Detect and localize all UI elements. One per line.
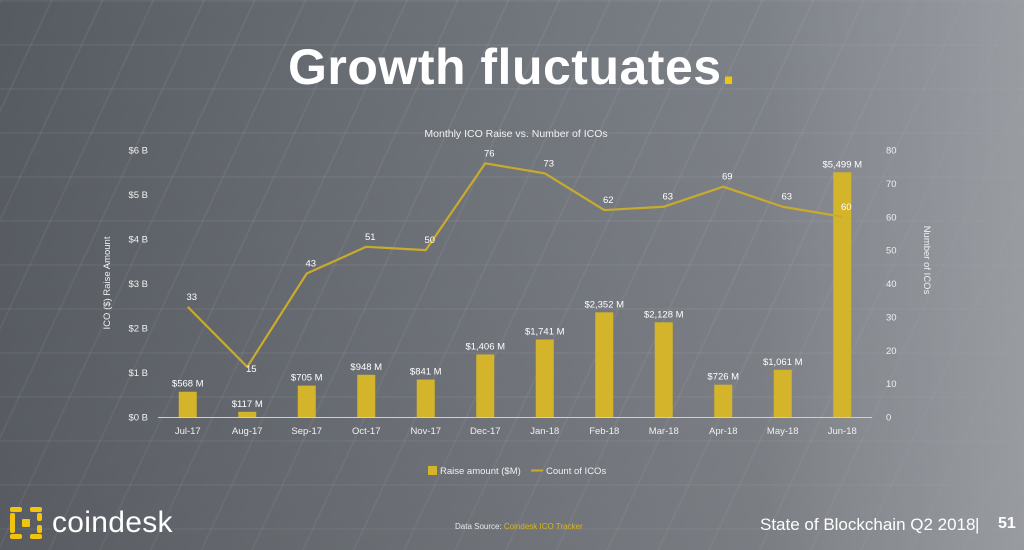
line-value-label: 50 [424, 235, 435, 246]
x-tick-label: Dec-17 [470, 426, 501, 437]
footer-separator: | [975, 515, 980, 534]
y-tick-right: 20 [886, 346, 897, 357]
y-tick-right: 0 [886, 413, 891, 424]
legend-label-raise: Raise amount ($M) [440, 466, 521, 477]
line-value-label: 15 [246, 364, 257, 375]
line-value-label: 63 [781, 192, 792, 203]
line-value-label: 60 [841, 202, 852, 213]
data-source-prefix: Data Source: [455, 522, 504, 531]
y-tick-left: $5 B [128, 190, 148, 201]
x-tick-label: Apr-18 [709, 426, 738, 437]
y-tick-right: 80 [886, 146, 897, 157]
x-tick-label: Oct-17 [352, 426, 381, 437]
coindesk-logo: coindesk [8, 503, 173, 543]
page-number: 51 [998, 515, 1016, 532]
bar-may-18 [773, 369, 792, 417]
bar-value-label: $1,741 M [525, 327, 565, 338]
x-tick-label: Jul-17 [175, 426, 201, 437]
count-line [186, 162, 843, 369]
line-value-label: 76 [484, 148, 495, 159]
bar-nov-17 [416, 379, 435, 417]
bar-value-label: $2,128 M [644, 309, 684, 320]
line-value-label: 33 [186, 292, 197, 303]
bar-value-label: $117 M [232, 399, 263, 410]
bar-value-label: $1,406 M [465, 341, 505, 352]
line-value-label: 43 [305, 258, 316, 269]
coindesk-logo-icon [10, 507, 42, 539]
report-title: State of Blockchain Q2 2018 [760, 515, 976, 534]
x-tick-label: Sep-17 [291, 426, 322, 437]
x-tick-label: Jun-18 [828, 426, 857, 437]
legend-label-count: Count of ICOs [546, 466, 606, 477]
y-tick-right: 30 [886, 312, 897, 323]
line-value-label: 62 [603, 195, 614, 206]
x-tick-label: Jan-18 [530, 426, 559, 437]
y-tick-left: $1 B [128, 368, 148, 379]
line-value-label: 63 [662, 192, 673, 203]
data-source-link[interactable]: Coindesk ICO Tracker [503, 522, 583, 531]
x-tick-label: May-18 [767, 426, 799, 437]
bar-jun-18 [833, 172, 852, 417]
y-tick-right: 70 [886, 179, 897, 190]
data-source: Data Source: Coindesk ICO Tracker [455, 522, 583, 531]
y-axis-label-left: ICO ($) Raise Amount [102, 236, 113, 329]
bar-jul-17 [178, 391, 197, 417]
y-tick-right: 40 [886, 279, 897, 290]
y-tick-right: 50 [886, 246, 897, 257]
coindesk-brand-text: coindesk [52, 506, 173, 539]
line-value-label: 73 [543, 158, 554, 169]
headline-dot: . [721, 39, 736, 95]
bar-jan-18 [535, 339, 554, 417]
line-value-label: 51 [365, 232, 376, 243]
bar-oct-17 [357, 374, 376, 417]
bar-sep-17 [297, 385, 316, 417]
bar-value-label: $568 M [172, 379, 204, 390]
x-tick-label: Mar-18 [649, 426, 679, 437]
bar-feb-18 [595, 312, 614, 417]
headline-text: Growth fluctuates [288, 39, 722, 95]
bar-value-label: $1,061 M [763, 357, 803, 368]
bar-apr-18 [714, 384, 733, 417]
x-tick-label: Aug-17 [232, 426, 263, 437]
headline: Growth fluctuates. [0, 38, 1024, 96]
y-tick-right: 60 [886, 212, 897, 223]
bar-mar-18 [654, 322, 673, 417]
y-axis-label-right: Number of ICOs [921, 226, 932, 295]
y-tick-left: $6 B [128, 146, 148, 157]
bar-value-label: $705 M [291, 373, 323, 384]
x-tick-label: Feb-18 [589, 426, 619, 437]
y-tick-left: $2 B [128, 324, 148, 335]
background-fade [764, 0, 1024, 550]
bar-value-label: $948 M [350, 362, 382, 373]
bar-dec-17 [476, 354, 495, 417]
y-tick-left: $0 B [128, 413, 148, 424]
line-value-label: 69 [722, 172, 733, 183]
legend-swatch-raise [428, 466, 437, 475]
y-tick-left: $3 B [128, 279, 148, 290]
y-tick-left: $4 B [128, 235, 148, 246]
chart-title: Monthly ICO Raise vs. Number of ICOs [424, 128, 607, 140]
y-tick-right: 10 [886, 379, 897, 390]
bar-value-label: $2,352 M [584, 299, 624, 310]
bar-value-label: $726 M [707, 372, 739, 383]
bar-value-label: $841 M [410, 367, 442, 378]
bar-value-label: $5,499 M [822, 159, 862, 170]
x-tick-label: Nov-17 [410, 426, 441, 437]
bar-aug-17 [238, 411, 257, 417]
